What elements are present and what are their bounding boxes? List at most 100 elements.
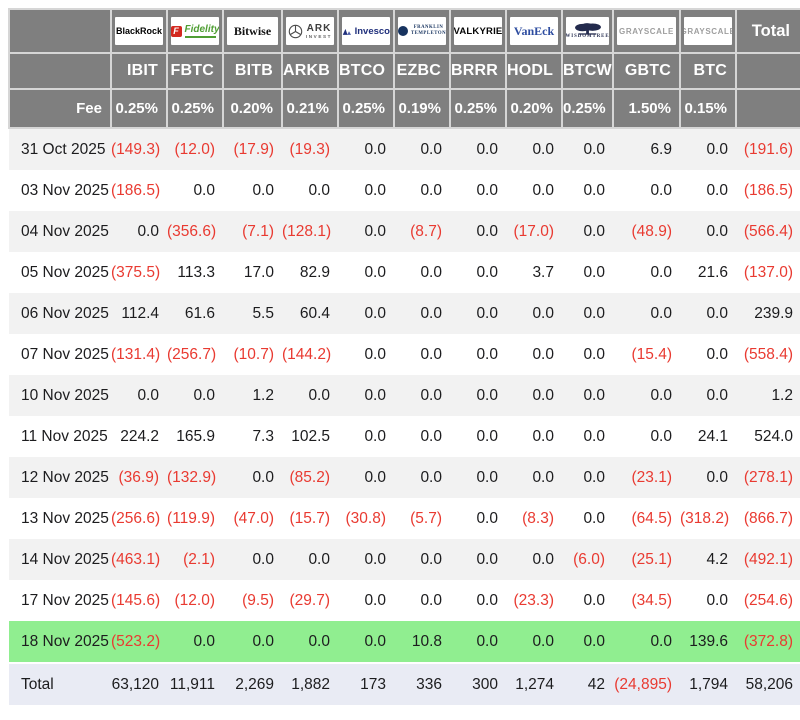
value-cell: (17.0) (506, 211, 562, 252)
fee-brrr: 0.25% (449, 88, 507, 129)
ark-circle-icon (288, 24, 303, 38)
ticker-hodl: HODL (505, 52, 563, 90)
value-cell: 1,794 (680, 662, 736, 705)
value-cell: 0.0 (506, 293, 562, 334)
table-row: 12 Nov 2025 (36.9) (132.9) 0.0 (85.2) 0.0 0.0 0… (9, 457, 800, 498)
value-cell: 0.0 (167, 375, 223, 416)
row-total-cell: 1.2 (736, 375, 800, 416)
value-cell: 0.0 (394, 457, 450, 498)
value-cell: 0.0 (450, 334, 506, 375)
value-cell: 0.0 (394, 170, 450, 211)
blackrock-logo: BlackRock (115, 17, 163, 45)
value-cell: 0.0 (562, 457, 613, 498)
value-cell: 0.0 (562, 375, 613, 416)
value-cell: (8.3) (506, 498, 562, 539)
row-label-cell: 31 Oct 2025 (9, 128, 111, 170)
ticker-btc: BTC (679, 52, 737, 90)
value-cell: 61.6 (167, 293, 223, 334)
value-cell: 0.0 (450, 580, 506, 621)
value-cell: 0.0 (680, 334, 736, 375)
row-label-cell: 05 Nov 2025 (9, 252, 111, 293)
corner-cell (8, 52, 112, 90)
row-label-cell: 14 Nov 2025 (9, 539, 111, 580)
value-cell: 3.7 (506, 252, 562, 293)
invesco-peaks-icon (342, 28, 352, 35)
value-cell: 0.0 (450, 416, 506, 457)
value-cell: (9.5) (223, 580, 282, 621)
row-total-cell: (372.8) (736, 621, 800, 663)
value-cell: 0.0 (450, 457, 506, 498)
value-cell: 11,911 (167, 662, 223, 705)
value-cell: (356.6) (167, 211, 223, 252)
value-cell: 0.0 (450, 621, 506, 663)
value-cell: 0.0 (562, 252, 613, 293)
row-label-cell: 07 Nov 2025 (9, 334, 111, 375)
value-cell: 63,120 (111, 662, 167, 705)
value-cell: 0.0 (223, 170, 282, 211)
value-cell: (64.5) (613, 498, 680, 539)
value-cell: (19.3) (282, 128, 338, 170)
issuer-cell-invesco: Invesco (337, 8, 395, 54)
fidelity-logo: F Fidelity (171, 17, 219, 45)
value-cell: (85.2) (282, 457, 338, 498)
value-cell: (128.1) (282, 211, 338, 252)
value-cell: (149.3) (111, 128, 167, 170)
row-label-cell: 17 Nov 2025 (9, 580, 111, 621)
table-row: 11 Nov 2025 224.2 165.9 7.3 102.5 0.0 0.0 0.0 0.… (9, 416, 800, 457)
fee-arkb: 0.21% (281, 88, 339, 129)
value-cell: 1.2 (223, 375, 282, 416)
value-cell: (375.5) (111, 252, 167, 293)
value-cell: 0.0 (450, 293, 506, 334)
table-row: 14 Nov 2025 (463.1) (2.1) 0.0 0.0 0.0 0.0 0.0 0.… (9, 539, 800, 580)
row-label-cell: 12 Nov 2025 (9, 457, 111, 498)
invesco-logo: Invesco (342, 17, 390, 45)
table-row: 07 Nov 2025 (131.4) (256.7) (10.7) (144.2) 0.… (9, 334, 800, 375)
fee-ibit: 0.25% (110, 88, 168, 129)
value-cell: 0.0 (338, 539, 394, 580)
table-row: 03 Nov 2025 (186.5) 0.0 0.0 0.0 0.0 0.0 0.0 0.0 0… (9, 170, 800, 211)
value-cell: 0.0 (680, 457, 736, 498)
grayscale-logo: GRAYSCALE (684, 17, 732, 45)
value-cell: 0.0 (338, 621, 394, 663)
row-label-cell: Total (9, 662, 111, 705)
value-cell: (25.1) (613, 539, 680, 580)
ticker-ezbc: EZBC (393, 52, 451, 90)
value-cell: (23.1) (613, 457, 680, 498)
value-cell: 0.0 (394, 293, 450, 334)
ticker-total-blank (735, 52, 800, 90)
value-cell: 0.0 (223, 539, 282, 580)
value-cell: 0.0 (562, 498, 613, 539)
issuer-logo-row: BlackRock F Fidelity Bitwise ARK INVEST (8, 8, 800, 54)
fee-ezbc: 0.19% (393, 88, 451, 129)
flows-body: 31 Oct 2025 (149.3) (12.0) (17.9) (19.3) 0.0 0… (9, 128, 800, 705)
wisdomtree-logo: WISDOMTREE (566, 17, 609, 45)
ticker-ibit: IBIT (110, 52, 168, 90)
value-cell: 112.4 (111, 293, 167, 334)
row-total-cell: 239.9 (736, 293, 800, 334)
value-cell: 0.0 (680, 170, 736, 211)
value-cell: 17.0 (223, 252, 282, 293)
ticker-arkb: ARKB (281, 52, 339, 90)
value-cell: (463.1) (111, 539, 167, 580)
value-cell: 4.2 (680, 539, 736, 580)
value-cell: 0.0 (450, 375, 506, 416)
value-cell: 60.4 (282, 293, 338, 334)
row-total-cell: (492.1) (736, 539, 800, 580)
value-cell: (5.7) (394, 498, 450, 539)
value-cell: (47.0) (223, 498, 282, 539)
value-cell: (36.9) (111, 457, 167, 498)
value-cell: (145.6) (111, 580, 167, 621)
value-cell: 7.3 (223, 416, 282, 457)
row-total-cell: 524.0 (736, 416, 800, 457)
ticker-gbtc: GBTC (612, 52, 681, 90)
total-column-header: Total (735, 8, 800, 54)
value-cell: 0.0 (562, 211, 613, 252)
row-label-cell: 18 Nov 2025 (9, 621, 111, 663)
table-row: 13 Nov 2025 (256.6) (119.9) (47.0) (15.7) (30… (9, 498, 800, 539)
row-label-cell: 11 Nov 2025 (9, 416, 111, 457)
fee-total-blank (735, 88, 800, 129)
value-cell: 0.0 (680, 128, 736, 170)
table-row-highlighted: 18 Nov 2025 (523.2) 0.0 0.0 0.0 0.0 10.8 0.0 0.0… (9, 621, 800, 663)
row-label-cell: 06 Nov 2025 (9, 293, 111, 334)
value-cell: 300 (450, 662, 506, 705)
